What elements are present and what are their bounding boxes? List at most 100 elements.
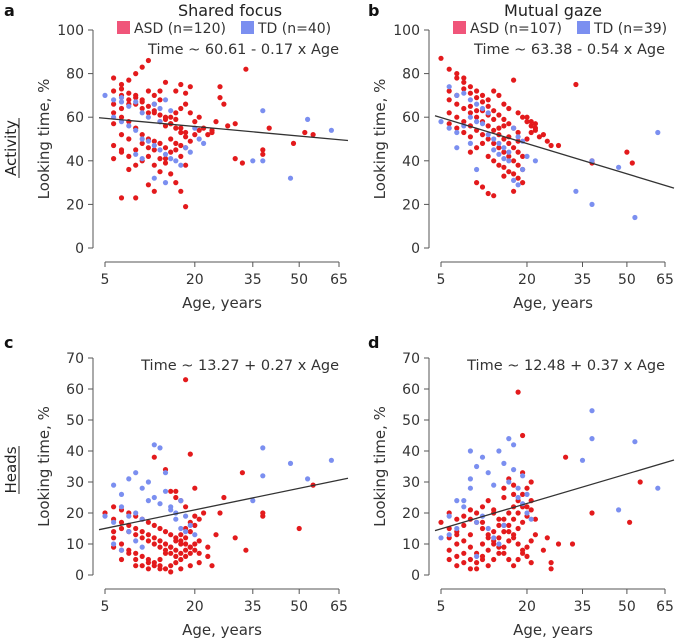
data-point (479, 92, 486, 98)
data-point (111, 88, 117, 94)
data-point (461, 75, 467, 81)
data-point (632, 214, 638, 221)
data-point (491, 140, 497, 146)
data-point (506, 105, 512, 112)
data-point (532, 516, 539, 522)
data-point (162, 566, 169, 572)
data-point (139, 563, 145, 569)
data-point (102, 92, 108, 98)
data-point (438, 119, 444, 125)
data-point (183, 504, 189, 510)
data-point (655, 129, 661, 136)
data-point (196, 538, 202, 544)
x-tick-label: 35 (244, 599, 262, 615)
data-point (126, 97, 132, 103)
data-point (461, 498, 467, 504)
data-point (192, 532, 198, 538)
data-point (118, 95, 125, 101)
data-point (479, 99, 486, 105)
data-point (520, 432, 526, 439)
data-point (145, 114, 151, 120)
data-point (260, 147, 266, 153)
data-point (187, 529, 193, 535)
data-point (126, 166, 132, 173)
data-point (515, 175, 521, 181)
data-point (461, 538, 467, 544)
y-tick-label: 10 (66, 537, 84, 553)
data-point (485, 132, 491, 138)
data-point (162, 79, 169, 85)
data-point (461, 79, 467, 85)
data-point (139, 140, 145, 146)
data-point (183, 145, 189, 151)
data-point (162, 160, 169, 166)
data-point (506, 149, 512, 155)
data-point (454, 525, 460, 532)
series-td (438, 84, 661, 221)
data-point (178, 81, 184, 88)
data-point (157, 544, 163, 550)
data-point (139, 156, 145, 162)
data-point (118, 556, 125, 563)
data-point (118, 81, 125, 88)
data-point (485, 190, 491, 197)
data-point (145, 479, 151, 485)
x-tick-label: 20 (186, 272, 204, 288)
data-point (515, 510, 521, 516)
data-point (173, 538, 179, 544)
data-point (474, 114, 480, 120)
data-point (438, 55, 444, 61)
data-point (139, 529, 145, 535)
data-point (506, 556, 512, 563)
data-point (260, 473, 266, 479)
y-axis-title: Looking time, % (35, 406, 53, 527)
data-point (243, 66, 249, 72)
data-point (178, 538, 184, 544)
data-point (209, 563, 215, 569)
data-point (569, 541, 576, 547)
row-label-heads: Heads (2, 446, 20, 494)
data-point (501, 544, 507, 550)
data-point (118, 541, 125, 547)
data-point (111, 535, 117, 541)
data-point (151, 494, 157, 501)
data-point (485, 136, 491, 142)
data-point (491, 108, 497, 114)
data-point (454, 516, 460, 522)
data-point (178, 532, 184, 538)
y-tick-label: 70 (66, 351, 84, 367)
legend-swatch-td (241, 21, 254, 34)
series-td (438, 408, 661, 560)
data-point (485, 97, 491, 103)
data-point (461, 90, 467, 96)
data-point (118, 519, 125, 525)
data-point (260, 158, 266, 164)
data-point (126, 550, 132, 556)
y-tick-label: 0 (75, 568, 84, 584)
data-point (461, 560, 467, 566)
data-point (192, 132, 198, 138)
data-point (467, 448, 473, 454)
legend-label-asd: ASD (n=120) (134, 21, 226, 37)
y-tick-label: 40 (66, 444, 84, 460)
data-point (243, 547, 249, 553)
data-point (305, 476, 311, 482)
data-point (496, 550, 502, 556)
data-point (162, 180, 169, 186)
data-point (485, 498, 491, 504)
data-point (183, 547, 189, 553)
data-point (133, 147, 139, 153)
data-point (192, 541, 198, 547)
data-point (201, 140, 207, 146)
data-point (479, 553, 486, 560)
data-point (118, 547, 125, 553)
data-point (563, 454, 569, 460)
data-point (524, 553, 530, 560)
data-point (544, 535, 550, 541)
data-point (479, 504, 486, 510)
data-point (102, 513, 108, 519)
x-tick-label: 50 (290, 272, 308, 288)
data-point (496, 522, 502, 529)
data-point (528, 507, 534, 513)
data-point (446, 84, 452, 90)
